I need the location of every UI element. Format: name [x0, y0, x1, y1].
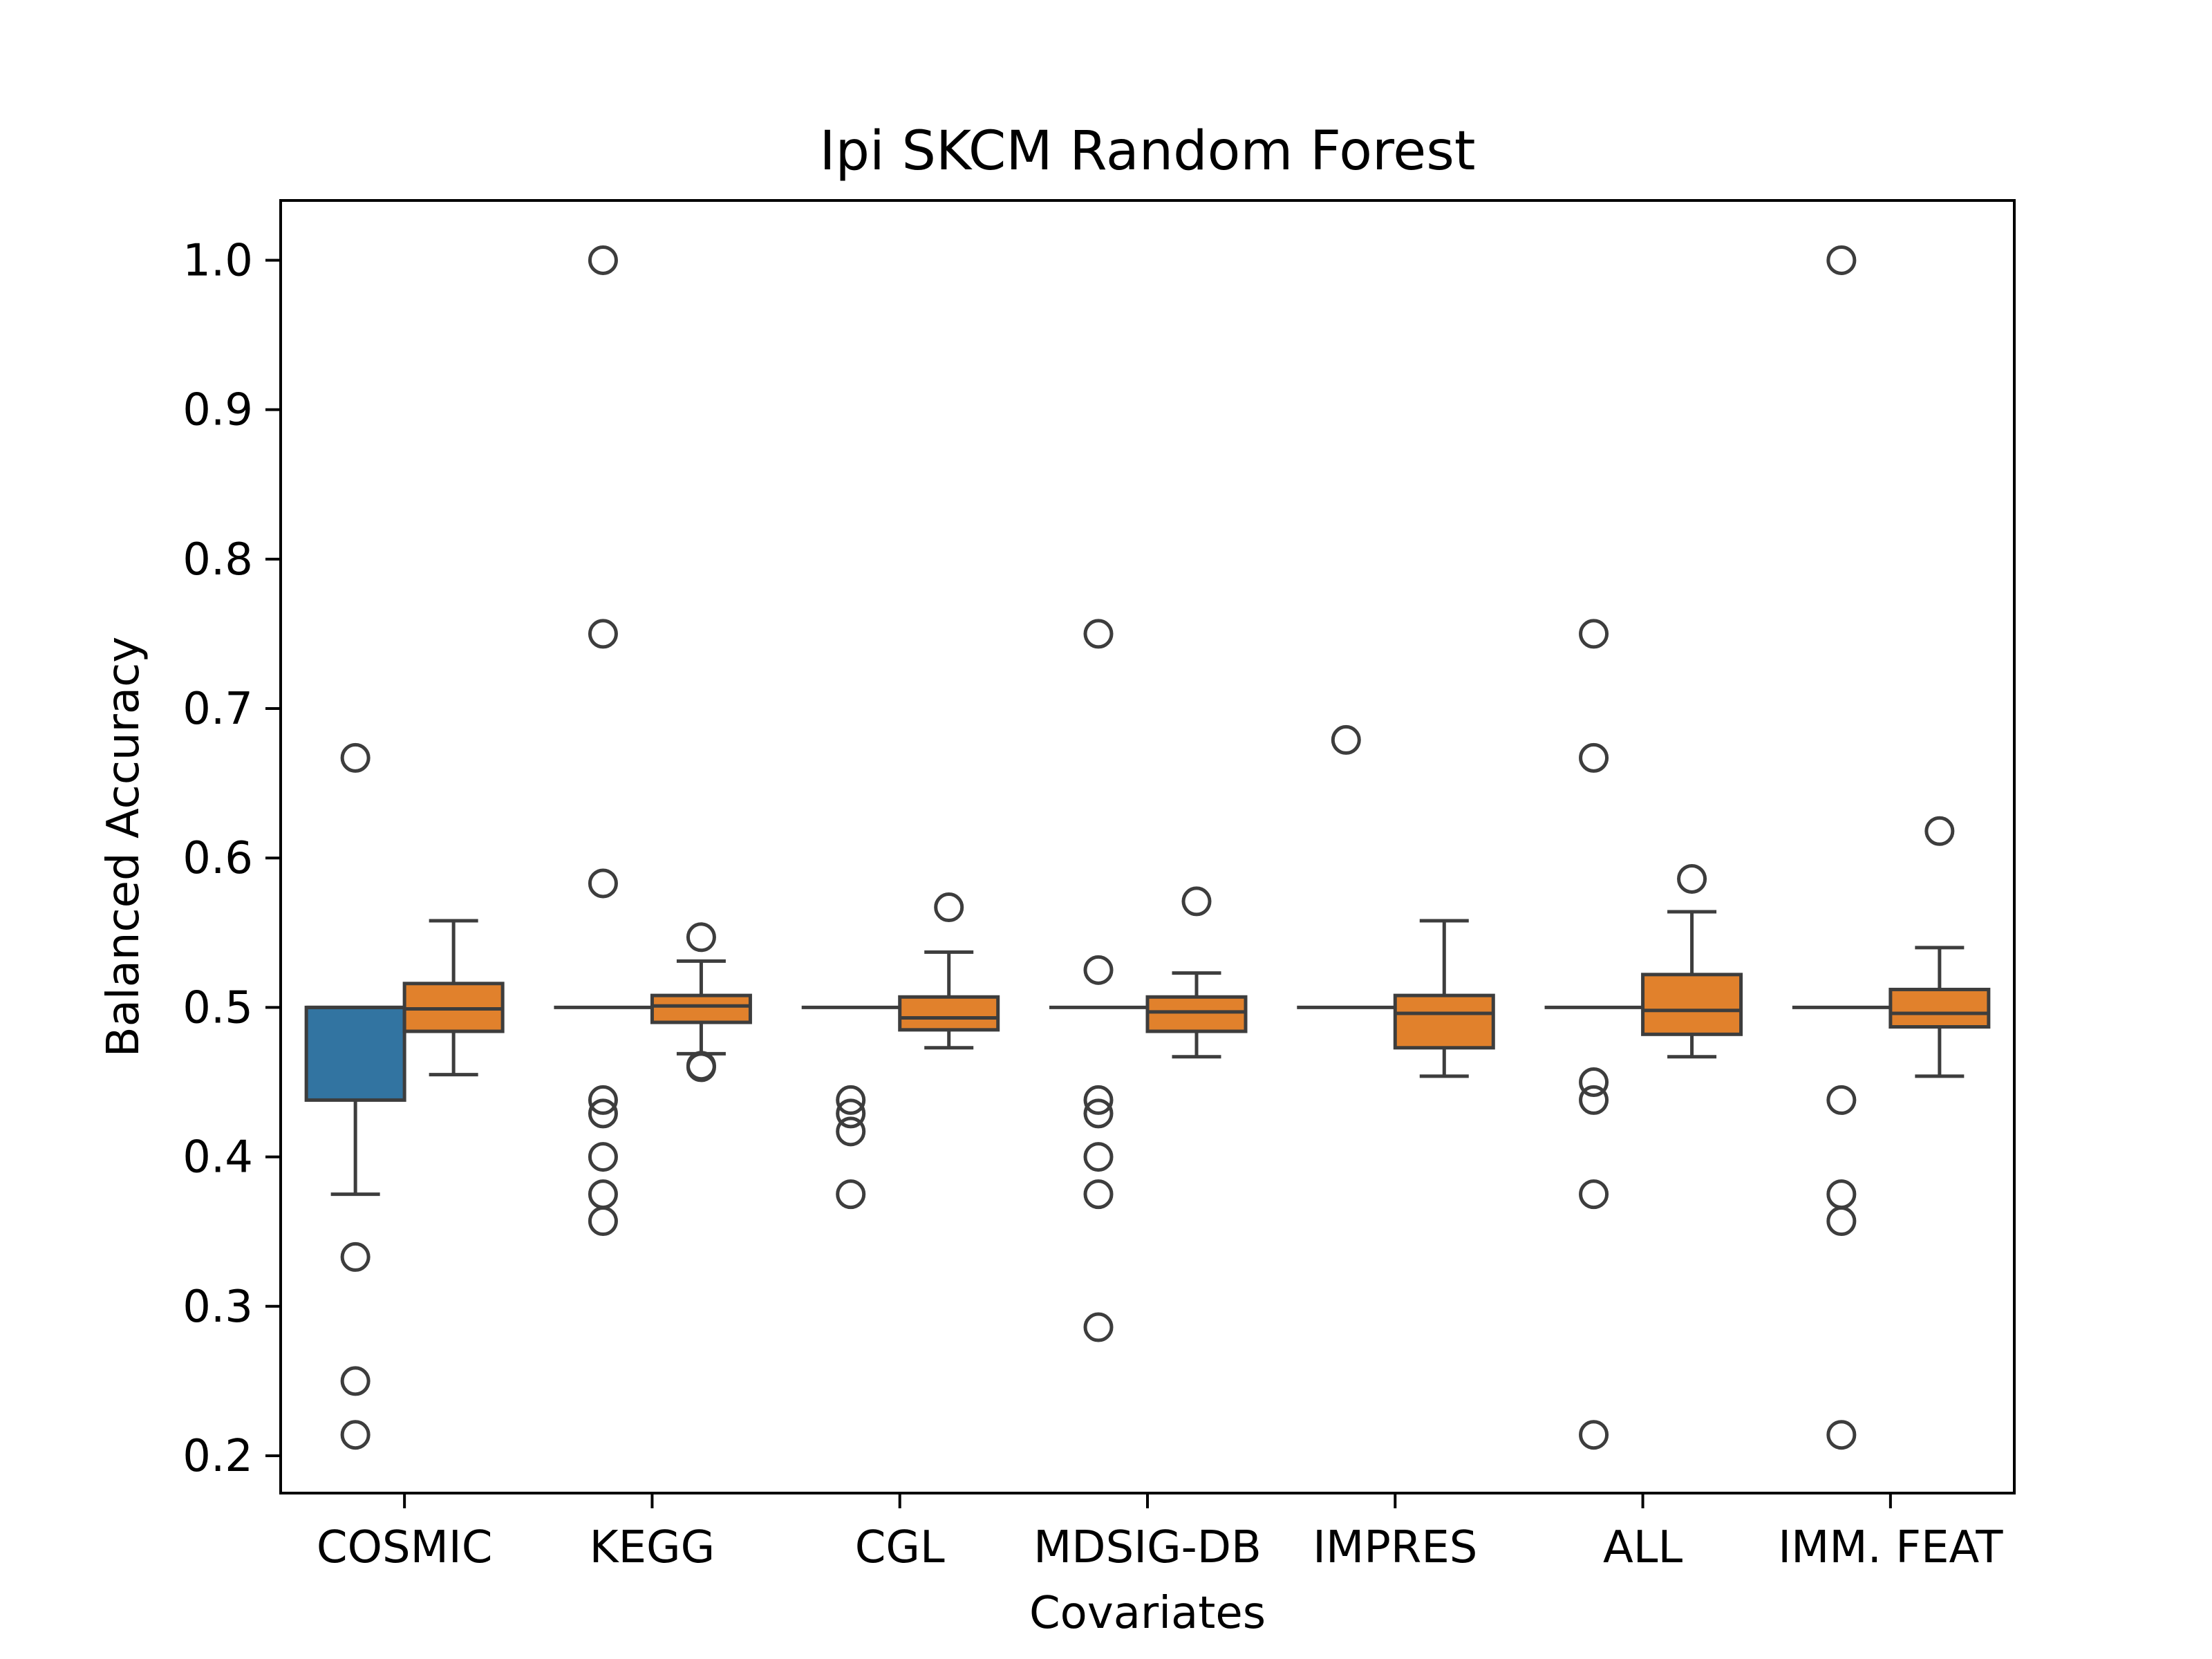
box-orange-imm-feat	[1888, 816, 1991, 1078]
x-axis-label: Covariates	[1029, 1588, 1266, 1639]
x-tick-label: COSMIC	[317, 1522, 492, 1573]
outlier-point	[836, 1116, 866, 1147]
y-tick-label: 0.8	[182, 534, 253, 585]
outlier-point	[340, 1241, 371, 1272]
outlier-point	[1083, 1179, 1114, 1210]
outlier-point	[1083, 1312, 1114, 1342]
box-blue-imm-feat	[1792, 245, 1891, 1450]
outlier-point	[1579, 1085, 1609, 1115]
box-body	[898, 995, 1000, 1032]
outlier-point	[588, 1098, 618, 1129]
box-orange-impres	[1393, 919, 1495, 1078]
y-tick-label: 0.7	[182, 684, 253, 735]
y-tick-label: 1.0	[182, 235, 253, 286]
x-tick-label: MDSIG-DB	[1033, 1522, 1262, 1573]
outlier-point	[340, 1420, 371, 1450]
x-tick-label: ALL	[1603, 1522, 1683, 1573]
outlier-point	[1083, 1098, 1114, 1129]
outlier-point	[588, 1085, 618, 1115]
outlier-point	[1826, 245, 1857, 275]
box-blue-cosmic	[304, 742, 406, 1450]
outlier-point	[1826, 1206, 1857, 1237]
x-tick-label: KEGG	[590, 1522, 715, 1573]
outlier-point	[934, 892, 964, 923]
outlier-point	[588, 245, 618, 275]
outlier-point	[588, 1206, 618, 1237]
box-orange-mdsig-db	[1145, 886, 1248, 1059]
outlier-point	[1924, 816, 1955, 846]
outlier-point	[836, 1179, 866, 1210]
box-body	[1393, 993, 1495, 1050]
outlier-point	[686, 922, 716, 953]
box-blue-all	[1544, 619, 1643, 1450]
box-orange-cosmic	[402, 919, 505, 1077]
x-tick-label: IMPRES	[1313, 1522, 1477, 1573]
outlier-point	[588, 868, 618, 899]
box-body	[1641, 973, 1743, 1036]
box-blue-impres	[1297, 724, 1396, 1009]
box-blue-kegg	[554, 245, 653, 1237]
outlier-point	[1083, 1085, 1114, 1115]
outlier-point	[1677, 863, 1707, 894]
outlier-point	[1579, 1067, 1609, 1097]
box-blue-mdsig-db	[1049, 619, 1147, 1342]
y-tick-label: 0.4	[182, 1132, 253, 1183]
box-orange-kegg	[650, 922, 752, 1082]
y-tick-label: 0.5	[182, 982, 253, 1033]
outlier-point	[1826, 1085, 1857, 1115]
y-tick-label: 0.3	[182, 1282, 253, 1333]
x-tick-label: CGL	[855, 1522, 945, 1573]
outlier-point	[1331, 724, 1361, 755]
outlier-point	[340, 1366, 371, 1396]
box-body	[1145, 995, 1248, 1033]
y-tick-label: 0.2	[182, 1431, 253, 1482]
y-tick-label: 0.6	[182, 833, 253, 884]
x-tick-label: IMM. FEAT	[1778, 1522, 2003, 1573]
y-axis-label: Balanced Accuracy	[98, 637, 149, 1057]
outlier-point	[836, 1098, 866, 1129]
outlier-point	[588, 619, 618, 649]
outlier-point	[1083, 955, 1114, 985]
box-body	[304, 1005, 406, 1102]
box-body	[1888, 987, 1991, 1029]
y-tick-label: 0.9	[182, 385, 253, 436]
x-axis: COSMIC KEGG CGL MDSIG-DB IMPRES ALL IMM. FEAT	[317, 1493, 2003, 1573]
outlier-point	[340, 742, 371, 773]
outlier-point	[1083, 619, 1114, 649]
outlier-point	[1083, 1142, 1114, 1172]
box-orange-all	[1641, 863, 1743, 1059]
outlier-point	[1579, 1179, 1609, 1210]
outlier-point	[588, 1142, 618, 1172]
outlier-point	[1579, 742, 1609, 773]
y-axis: 0.2 0.3 0.4 0.5 0.6 0.7 0.8 0.9 1.0	[182, 235, 281, 1482]
outlier-point	[1181, 886, 1212, 917]
outlier-point	[686, 1052, 716, 1082]
outlier-point	[1579, 1420, 1609, 1450]
chart-title: Ipi SKCM Random Forest	[819, 120, 1475, 182]
box-blue-cgl	[801, 1005, 900, 1210]
box-body	[650, 993, 752, 1024]
plot-area	[304, 245, 1991, 1450]
outlier-point	[836, 1085, 866, 1115]
outlier-point	[1579, 619, 1609, 649]
box-orange-cgl	[898, 892, 1000, 1050]
outlier-point	[1826, 1420, 1857, 1450]
